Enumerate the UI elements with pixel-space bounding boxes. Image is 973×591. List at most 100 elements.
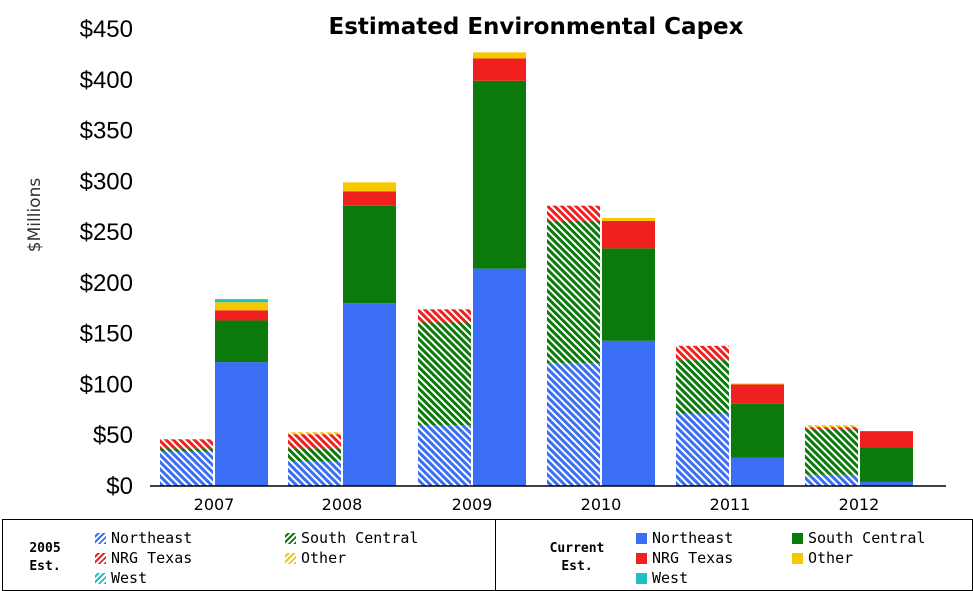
hatched-swatch-icon (95, 552, 106, 564)
legend-label: Northeast (111, 529, 193, 547)
bar-segment (288, 448, 341, 462)
bar-segment (418, 309, 471, 323)
solid-swatch-icon (792, 552, 803, 564)
y-axis-ticks: $0 $50 $100 $150 $200 $250 $300 $350 $400 $450 (80, 16, 133, 500)
x-tick-label: 2009 (452, 495, 493, 514)
y-tick-label: $400 (80, 67, 133, 94)
bar-segment (602, 248, 655, 341)
bar-segment (473, 52, 526, 59)
legend-2005-header: 2005 Est. (21, 540, 69, 576)
legend-2005-est: 2005 Est. Northeast South Central NRG Texa… (2, 519, 496, 591)
x-axis-ticks: 2007 2008 2009 2010 2011 2012 (194, 495, 880, 514)
y-tick-label: $300 (80, 168, 133, 195)
bar-segment (547, 363, 600, 486)
bar-segment (676, 360, 729, 414)
bar-segment (602, 340, 655, 486)
bar-segment (215, 320, 268, 363)
bar-segment (860, 431, 913, 448)
legend-label: West (111, 569, 148, 587)
legend-2005-header-line2: Est. (29, 559, 61, 574)
bar-segment (160, 451, 213, 486)
y-axis-label: $Millions (25, 178, 45, 253)
y-tick-label: $150 (80, 321, 133, 348)
x-tick-label: 2008 (322, 495, 363, 514)
legend-item: Other (285, 548, 346, 568)
legend-current-header: Current Est. (536, 540, 618, 576)
bar-segment (215, 362, 268, 486)
bar-segment (860, 447, 913, 482)
legend-label: NRG Texas (652, 549, 734, 567)
bar-segment (676, 413, 729, 486)
bar-segment (805, 425, 858, 428)
legend-current-header-line1: Current (549, 541, 605, 556)
x-tick-label: 2010 (581, 495, 622, 514)
legend-item: Northeast (636, 528, 733, 548)
bar-segment (343, 205, 396, 304)
legend-label: South Central (301, 529, 419, 547)
bar-segment (473, 268, 526, 486)
hatched-swatch-icon (285, 552, 296, 564)
legend-label: South Central (808, 529, 926, 547)
x-tick-label: 2011 (710, 495, 751, 514)
bar-segment (215, 299, 268, 303)
y-tick-label: $250 (80, 219, 133, 246)
bar-segment (473, 58, 526, 81)
bar-segment (805, 474, 858, 486)
legend-item: South Central (792, 528, 925, 548)
bar-segment (418, 425, 471, 486)
legend-label: NRG Texas (111, 549, 193, 567)
legend-item: West (95, 568, 147, 588)
bar-segment (731, 457, 784, 486)
solid-swatch-icon (636, 532, 647, 544)
hatched-swatch-icon (95, 532, 106, 544)
x-tick-label: 2012 (839, 495, 880, 514)
y-tick-label: $100 (80, 371, 133, 398)
legend-current-header-line2: Est. (561, 559, 593, 574)
legend-item: Northeast (95, 528, 192, 548)
chart: Estimated Environmental Capex $Millions … (25, 14, 946, 514)
bar-segment (473, 80, 526, 269)
legend-item: NRG Texas (636, 548, 733, 568)
legend-current-est: Current Est. Northeast South Central NRG T… (495, 519, 973, 591)
legend-item: West (636, 568, 688, 588)
hatched-swatch-icon (95, 572, 106, 584)
legend-label: West (652, 569, 689, 587)
x-tick-label: 2007 (194, 495, 235, 514)
bar-segment (547, 205, 600, 221)
bar-segment (676, 345, 729, 361)
legend-label: Other (808, 549, 854, 567)
bar-segment (215, 302, 268, 311)
legend-2005-header-line1: 2005 (29, 541, 61, 556)
bar-segment (288, 432, 341, 435)
bar-segment (602, 220, 655, 249)
bar-segment (343, 191, 396, 206)
solid-swatch-icon (636, 572, 647, 584)
bar-segment (160, 448, 213, 452)
legend-item: South Central (285, 528, 418, 548)
solid-swatch-icon (792, 532, 803, 544)
bar-segment (288, 434, 341, 449)
legend-label: Northeast (652, 529, 734, 547)
bar-segment (731, 403, 784, 458)
y-tick-label: $450 (80, 16, 133, 43)
bar-segment (860, 481, 913, 486)
bar-groups (160, 52, 913, 486)
bar-segment (343, 182, 396, 192)
bar-segment (343, 303, 396, 486)
bar-segment (805, 429, 858, 475)
bar-segment (731, 383, 784, 385)
bar-segment (731, 384, 784, 404)
bar-segment (805, 427, 858, 430)
bar-segment (602, 217, 655, 221)
bar-segment (547, 220, 600, 364)
chart-title: Estimated Environmental Capex (329, 14, 744, 40)
legend-item: Other (792, 548, 853, 568)
solid-swatch-icon (636, 552, 647, 564)
y-tick-label: $50 (93, 422, 133, 449)
bar-segment (418, 322, 471, 426)
bar-segment (160, 439, 213, 449)
bar-segment (215, 310, 268, 321)
y-tick-label: $350 (80, 118, 133, 145)
legend-item: NRG Texas (95, 548, 192, 568)
y-tick-label: $0 (106, 473, 133, 500)
